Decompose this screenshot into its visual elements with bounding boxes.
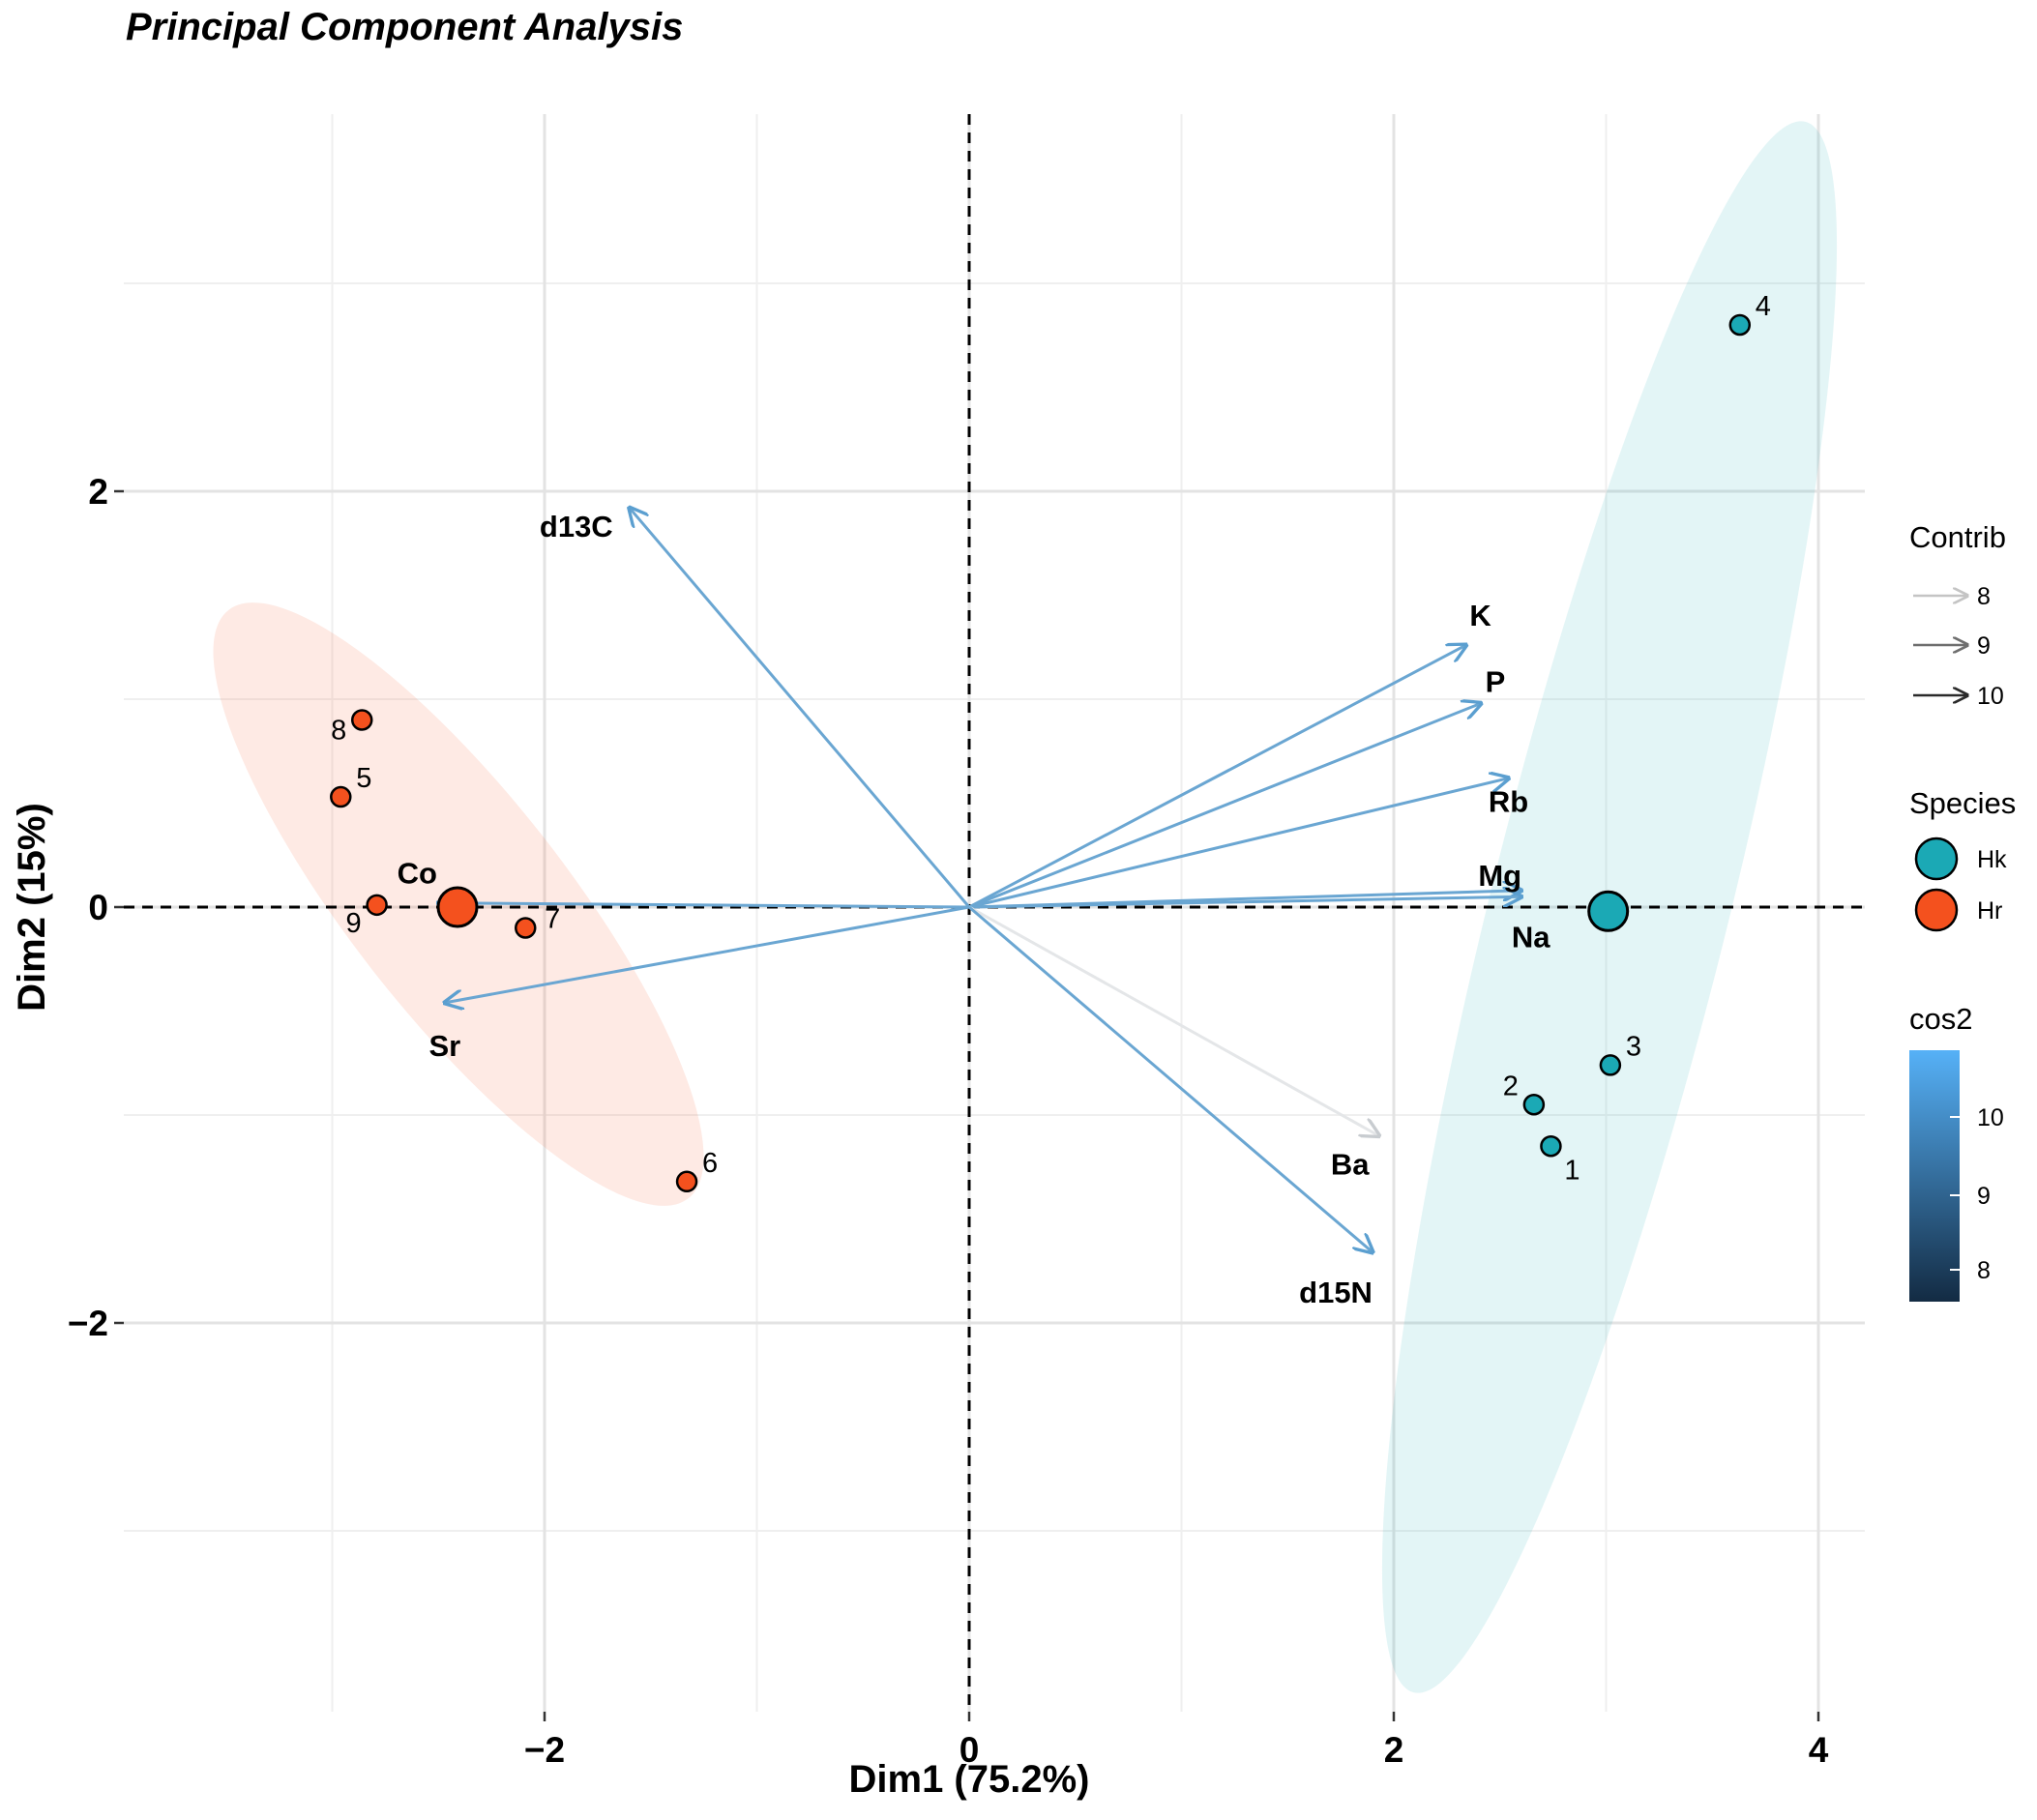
legend-species: Species Hk Hr [1909, 786, 2016, 932]
variable-label-d13c: d13C [540, 510, 613, 543]
legend-contrib-label-8: 8 [1977, 583, 1991, 610]
variable-label-mg: Mg [1478, 859, 1521, 893]
individual-point-5 [330, 785, 352, 808]
legend-contrib: Contrib 8 9 10 [1909, 520, 2006, 710]
y-tick-label: 2 [88, 472, 108, 512]
individual-label-4: 4 [1756, 291, 1771, 322]
variable-label-sr: Sr [428, 1029, 460, 1063]
variable-label-d15n: d15N [1299, 1276, 1373, 1309]
legend-species-title: Species [1909, 786, 2016, 820]
legend-cos2-label-10: 10 [1977, 1104, 2004, 1131]
individual-label-7: 7 [545, 904, 560, 935]
individual-label-9: 9 [346, 908, 362, 939]
variable-arrow-co [438, 903, 970, 907]
legend-cos2-label-8: 8 [1977, 1257, 1991, 1284]
variable-label-p: P [1486, 664, 1506, 698]
centroid-hr [436, 886, 479, 928]
variable-arrow-sr [445, 905, 970, 1003]
individual-label-8: 8 [331, 716, 346, 747]
individual-label-6: 6 [702, 1148, 718, 1179]
variable-arrow-d15n [968, 905, 1373, 1252]
individual-label-3: 3 [1626, 1031, 1641, 1062]
legend-cos2-colorbar [1909, 1050, 1960, 1302]
individual-label-1: 1 [1564, 1155, 1579, 1186]
centroid-hk [1587, 890, 1630, 932]
variable-label-co: Co [398, 857, 437, 891]
variable-arrow-d13c [630, 508, 971, 908]
y-tick-label: 0 [88, 888, 108, 927]
variable-arrow-k [968, 645, 1466, 909]
y-tick-label: −2 [68, 1304, 108, 1343]
variable-arrow-p [968, 703, 1481, 909]
legend-contrib-label-9: 9 [1977, 632, 1991, 660]
individual-point-1 [1540, 1135, 1562, 1158]
x-axis-title: Dim1 (75.2%) [849, 1758, 1090, 1801]
legend-cos2: cos2 10 9 8 [1909, 1002, 2004, 1302]
x-tick-label: 4 [1809, 1730, 1829, 1770]
variable-arrow-ba [968, 905, 1379, 1136]
variable-label-rb: Rb [1489, 785, 1528, 819]
individual-points [330, 313, 1752, 1193]
individual-label-2: 2 [1503, 1071, 1519, 1101]
variable-arrow-na [968, 896, 1521, 909]
individual-point-2 [1522, 1094, 1546, 1116]
individual-point-4 [1728, 313, 1752, 337]
legend-species-hk-label: Hk [1977, 846, 2007, 873]
variable-label-ba: Ba [1331, 1148, 1370, 1182]
variable-arrow-rb [968, 778, 1509, 909]
individual-labels: 1 2 3 4 5 6 7 8 9 [331, 291, 1771, 1186]
variable-arrows [438, 508, 1520, 1252]
y-axis-title: Dim2 (15%) [11, 803, 53, 1012]
axis-ticks: −2 0 2 4 2 0 −2 [68, 472, 1829, 1770]
x-tick-label: 0 [959, 1730, 980, 1770]
variable-label-na: Na [1512, 920, 1550, 954]
legend-contrib-label-10: 10 [1977, 683, 2004, 710]
x-tick-label: −2 [524, 1730, 565, 1770]
variable-label-k: K [1469, 599, 1491, 632]
legend-species-hr-swatch [1914, 888, 1959, 932]
legend-cos2-title: cos2 [1909, 1002, 1972, 1036]
legend: Contrib 8 9 10 Species Hk Hr cos2 10 9 8 [1909, 520, 2016, 1302]
legend-species-hk-swatch [1914, 837, 1959, 881]
legend-contrib-title: Contrib [1909, 520, 2006, 554]
legend-species-hr-label: Hr [1977, 897, 2002, 925]
individual-point-6 [675, 1170, 698, 1193]
individual-point-8 [350, 709, 373, 731]
individual-point-3 [1599, 1054, 1622, 1076]
x-tick-label: 2 [1384, 1730, 1404, 1770]
individual-point-9 [366, 894, 388, 917]
chart-title: Principal Component Analysis [126, 6, 684, 48]
individual-point-7 [514, 917, 537, 939]
variable-labels: d13C KP Rb Mg Na Co Sr Ba d15N [398, 510, 1551, 1309]
individual-label-5: 5 [356, 763, 371, 794]
legend-cos2-label-9: 9 [1977, 1183, 1991, 1210]
